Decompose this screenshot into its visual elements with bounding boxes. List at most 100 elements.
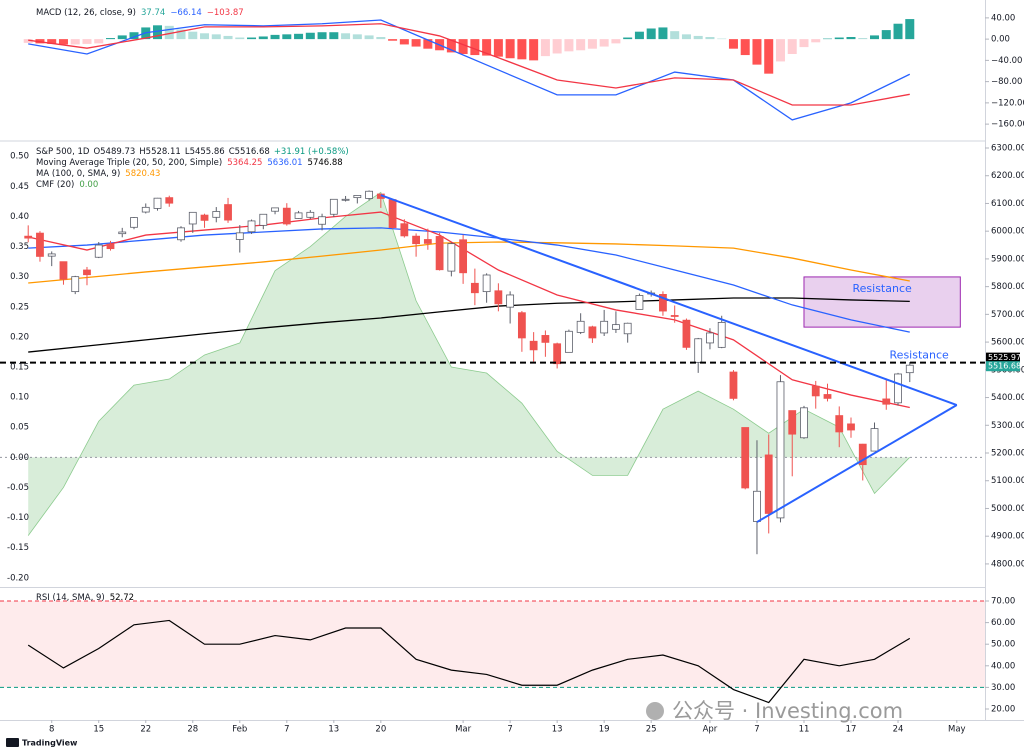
note: Resistance [890,348,950,361]
candle-body [729,371,738,399]
candle-body [177,227,185,241]
legend-row: Moving Average Triple (20, 50, 200, Simp… [36,158,343,168]
candle-body [412,235,420,245]
histogram-bar [599,39,609,47]
left-tick-label: -0.05 [7,483,29,493]
rsi-values: 52.72 [110,593,134,603]
histogram-bar [552,39,562,54]
histogram-bar [247,37,257,40]
candle-body [130,217,138,228]
y-tick-label: 40.00 [991,13,1015,23]
histogram-bar [270,34,280,40]
ohlc-value: L5455.86 [185,147,225,157]
y-tick-label: 60.00 [991,618,1015,628]
candle-body [870,428,879,452]
x-tick-label: 7 [507,725,512,735]
x-tick-label: 19 [599,725,610,735]
x-tick-label: 22 [140,725,151,735]
y-tick-label: 4800.00 [991,559,1024,569]
candle-body [247,220,256,233]
x-tick-label: 15 [93,725,104,735]
rsi-line [27,619,911,704]
candle-body [341,198,350,201]
candle-body [741,427,750,489]
candle-body [318,216,326,225]
plot-layer: 40.00 0.00 −40.00 −80.00 −120.00 −160.00 Resis… [0,13,1024,735]
y-tick-label: 6100.00 [991,199,1024,209]
macd-legend: MACD (12, 26, close, 9) 37.74 −66.14 −103.8… [36,8,244,18]
legend-value: 5820.43 [125,169,160,179]
legend-value: 5364.25 [227,158,262,168]
y-tick-label: 30.00 [991,683,1015,693]
histogram-bar [94,39,104,44]
hline-label-box [986,352,1020,363]
candle-body [106,243,115,250]
candle-body [623,322,632,335]
candle-body [435,236,444,271]
x-tick-label: 11 [799,725,810,735]
legend-text: CMF (20) [36,180,74,190]
y-tick-label: 5100.00 [991,476,1024,486]
histogram-bar [670,31,680,40]
left-tick-label: 0.35 [10,242,29,252]
branding: TradingView [22,739,78,748]
histogram-bar [105,38,115,40]
left-tick-label: -0.15 [7,543,29,553]
legend-text: Moving Average Triple (20, 50, 200, Simp… [36,158,222,168]
histogram-bar [47,39,57,44]
candle-body [776,381,785,519]
left-tick-label: 0.15 [10,363,29,373]
candle-body [165,197,174,204]
histogram-bar [881,30,891,40]
histogram-bar [811,39,821,43]
candle-body [506,294,515,308]
candle-body [388,199,397,228]
ohlc-values: O5489.73 H5528.11 L5455.86 C5516.68 +31.91 (… [93,147,348,157]
candle-body [612,324,620,330]
left-tick-label: 0.50 [10,152,29,162]
candle-body [224,204,232,221]
candle-body [212,211,221,218]
rsi-band [0,601,985,688]
histogram-bar [634,31,644,40]
candle-body [83,269,91,276]
price-legend: S&P 500, 1D O5489.73 H5528.11 L5455.86 C5516… [36,147,349,157]
histogram-bar [822,38,832,40]
watermark: 公众号 · Investing.com [672,699,903,723]
candle-body [565,330,573,353]
histogram-bar [58,39,68,45]
histogram-bar [305,32,315,40]
legend-value: 5746.88 [308,158,343,168]
histogram-bar [364,35,374,40]
zone-label: Resistance [853,282,913,295]
x-tick-label: May [948,725,966,735]
candle-body [541,335,550,343]
histogram-bar [846,37,856,40]
histogram-bar [223,35,233,40]
y-tick-label: −120.00 [991,98,1024,108]
candle-body [188,211,197,225]
histogram-bar [329,32,339,40]
candle-body [847,423,855,431]
x-tick-label: Mar [455,725,472,735]
y-tick-label: 6000.00 [991,227,1024,237]
ohlc-value: O5489.73 [93,147,135,157]
left-tick-label: -0.10 [7,513,29,523]
candle-body [588,326,597,339]
candle-body [423,239,432,244]
histogram-bar [611,39,621,44]
candle-body [659,294,667,312]
histogram-bar [411,39,421,47]
histogram-bar [399,39,409,45]
candle-body [365,190,373,199]
histogram-bar [294,33,304,40]
legend-value: 5636.01 [267,158,302,168]
histogram-bar [529,39,539,61]
candle-body [259,213,268,226]
candle-body [494,290,503,305]
moving-average [28,227,910,333]
candle-body [882,398,891,405]
moving-average [28,297,910,353]
